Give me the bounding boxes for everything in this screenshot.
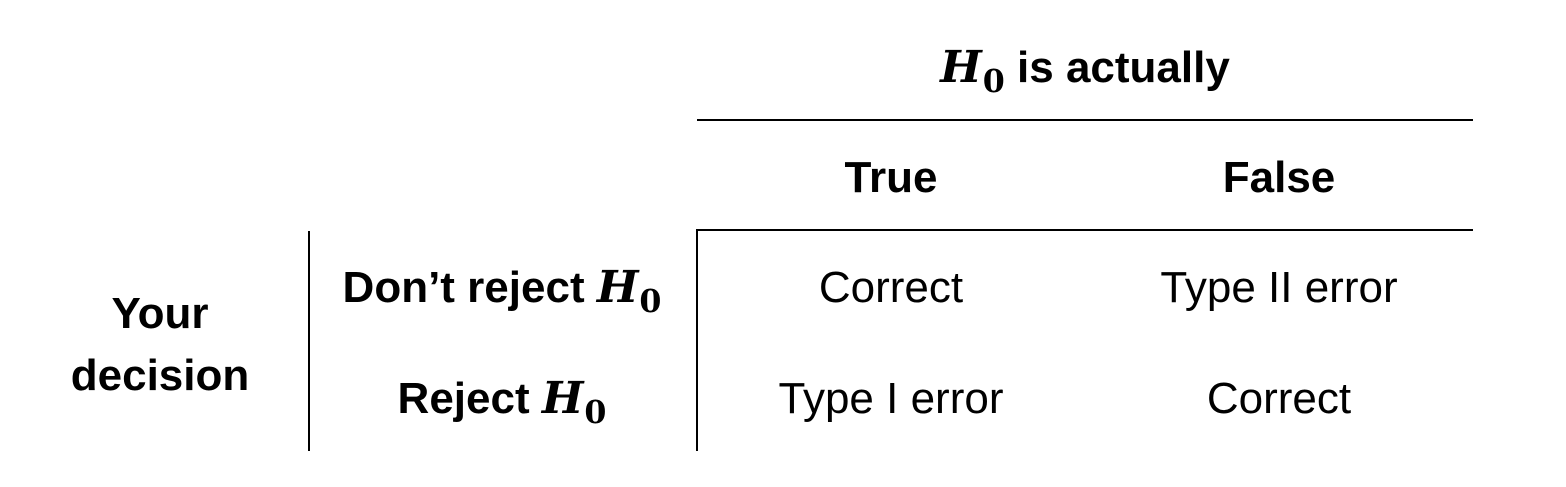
h0-symbol: H: [940, 42, 982, 93]
h0-subscript: 0: [584, 394, 607, 432]
column-label-false: False: [1222, 153, 1336, 202]
cell-dont-reject-true: Correct: [818, 263, 964, 312]
h0-subscript: 0: [982, 63, 1005, 101]
column-label-true: True: [844, 153, 938, 202]
row-label-reject: Reject H0: [397, 374, 607, 429]
cell-dont-reject-false: Type II error: [1160, 263, 1398, 312]
column-header-suffix: is actually: [1004, 43, 1230, 92]
row-header-divider-line: [308, 231, 310, 451]
row-header-line1: Your: [111, 289, 209, 338]
row-label-dont-reject: Don’t reject H0: [342, 263, 662, 318]
column-header-title: H0 is actually: [940, 43, 1230, 98]
cell-reject-true: Type I error: [778, 374, 1004, 423]
h0-symbol: H: [596, 262, 639, 313]
header-divider-line: [697, 119, 1473, 121]
row-header-line2: decision: [70, 351, 250, 400]
column-label-divider-line: [697, 229, 1473, 231]
h0-symbol: H: [541, 373, 584, 424]
row-label-dont-reject-text: Don’t reject: [342, 263, 597, 312]
h0-subscript: 0: [639, 283, 662, 321]
row-label-reject-text: Reject: [397, 374, 542, 423]
cell-reject-false: Correct: [1206, 374, 1352, 423]
body-divider-line: [696, 229, 698, 451]
